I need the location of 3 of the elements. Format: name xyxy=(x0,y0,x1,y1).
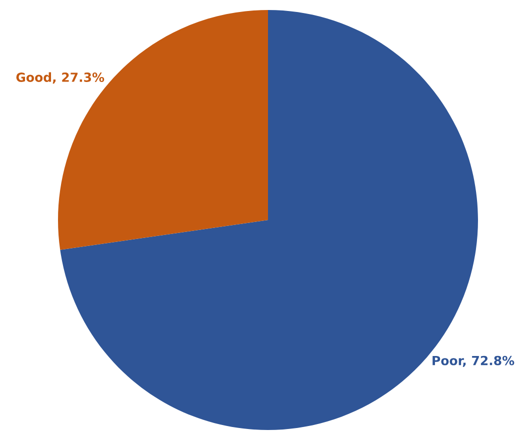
slice-label: Poor, 72.8% xyxy=(432,356,514,367)
slice-label: Good, 27.3% xyxy=(16,72,104,84)
pie-slice xyxy=(58,10,268,250)
